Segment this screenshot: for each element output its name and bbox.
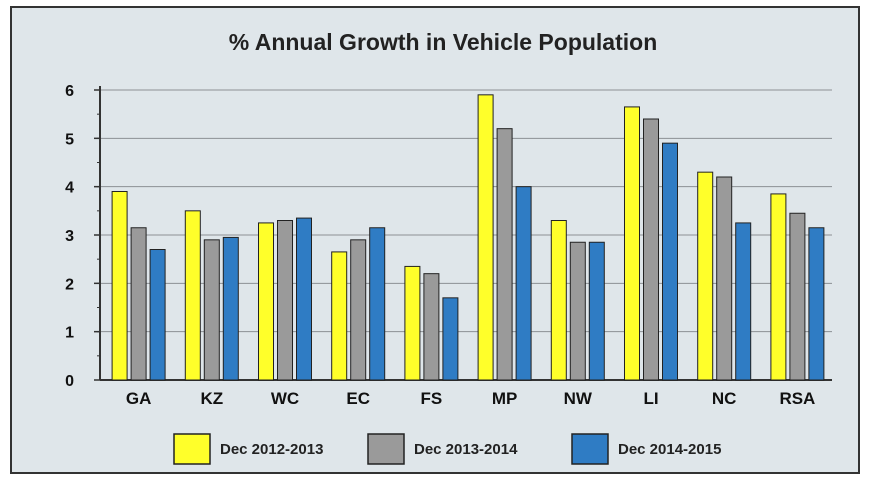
y-tick-label: 2: [65, 276, 74, 293]
bar: [222, 236, 239, 381]
x-tick-label: MP: [492, 389, 518, 408]
y-tick-label: 3: [65, 228, 74, 245]
bar: [789, 212, 806, 381]
legend-label: Dec 2012-2013: [220, 441, 323, 458]
bar: [643, 118, 659, 381]
legend-swatch: [173, 433, 211, 465]
bar: [111, 191, 128, 381]
bar: [442, 297, 459, 381]
legend-label: Dec 2013-2014: [414, 441, 518, 458]
bar-chart: % Annual Growth in Vehicle Population 0 1…: [65, 29, 832, 465]
bar: [808, 227, 825, 381]
x-tick-label: KZ: [200, 389, 223, 408]
bar: [258, 222, 274, 381]
bar: [624, 106, 640, 381]
bar: [735, 222, 752, 381]
bar: [662, 142, 678, 381]
chart-frame: % Annual Growth in Vehicle Population 0 1…: [10, 6, 860, 474]
y-tick-label: 1: [65, 325, 74, 342]
x-tick-label: NC: [712, 389, 737, 408]
x-tick-label: WC: [271, 389, 299, 408]
bar: [404, 265, 421, 381]
bar: [350, 239, 367, 381]
bar: [496, 128, 513, 381]
bar: [149, 249, 166, 381]
bar: [369, 227, 386, 381]
bar: [697, 171, 714, 381]
bar: [331, 251, 348, 381]
bar: [569, 241, 586, 381]
legend-label: Dec 2014-2015: [618, 441, 721, 458]
bar: [203, 239, 220, 381]
bar: [184, 210, 201, 381]
legend: Dec 2012-2013 Dec 2013-2014 Dec 2014-2015: [173, 433, 721, 465]
bar: [770, 193, 787, 381]
bar: [716, 176, 733, 381]
bar: [423, 273, 440, 381]
y-tick-label: 0: [65, 373, 74, 390]
bar: [588, 241, 605, 381]
category-labels: GA KZ WC EC FS MP NW LI NC RSA: [126, 389, 816, 408]
x-tick-label: RSA: [779, 389, 815, 408]
y-tick-label: 4: [65, 180, 74, 197]
bar: [550, 220, 567, 381]
chart-title: % Annual Growth in Vehicle Population: [229, 29, 658, 55]
legend-swatch: [367, 433, 405, 465]
bar: [477, 94, 494, 381]
y-tick-label: 5: [65, 131, 74, 148]
bar: [130, 227, 147, 381]
bars: [111, 94, 825, 381]
x-tick-label: EC: [346, 389, 370, 408]
x-tick-label: LI: [643, 389, 658, 408]
bar: [515, 186, 532, 381]
bar: [296, 217, 312, 381]
y-tick-label: 6: [65, 83, 74, 100]
bar: [277, 220, 293, 381]
x-tick-label: NW: [564, 389, 593, 408]
x-tick-label: GA: [126, 389, 152, 408]
legend-swatch: [571, 433, 609, 465]
x-tick-label: FS: [421, 389, 443, 408]
